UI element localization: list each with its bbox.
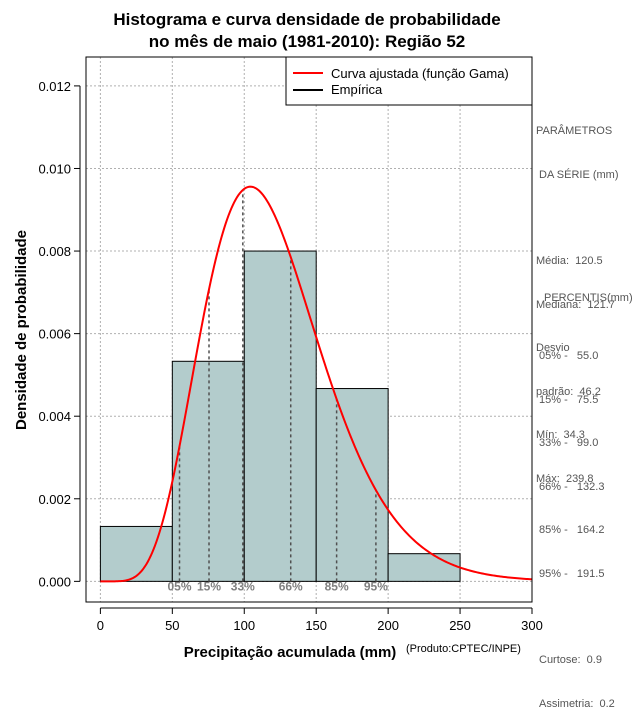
x-tick-label: 50 (165, 618, 179, 633)
stat-curtose: Curtose: 0.9 (539, 654, 602, 666)
stat-min: Mín: 34.3 (536, 429, 585, 441)
gamma-curve (100, 185, 533, 583)
y-axis-title: Densidade de probabilidade (13, 230, 30, 430)
x-axis: 0 50 100 150 200 250 300 (97, 607, 543, 633)
histogram-bar (315, 388, 389, 582)
histogram-bar (243, 250, 317, 582)
percentile-label: 33% (231, 579, 255, 593)
percentile-label: 95% (364, 579, 388, 593)
stat-media: Média: 120.5 (536, 255, 603, 267)
y-axis: 0.000 0.002 0.004 0.006 0.008 0.010 0.012 (38, 79, 81, 589)
x-axis-title: Precipitação acumulada (mm) (184, 644, 397, 660)
percentil-15: 15% - 75.5 (539, 393, 599, 406)
percentis-title: PERCENTIS(mm) (544, 292, 633, 304)
stats-title-line2: DA SÉRIE (mm) (536, 168, 619, 181)
stat-max: Máx: 239.8 (536, 472, 594, 485)
histogram-chart: Histograma e curva densidade de probabil… (13, 10, 543, 660)
percentile-label: 66% (279, 579, 303, 593)
legend-box (285, 56, 533, 106)
x-tick-label: 200 (377, 618, 399, 633)
percentile-lines (178, 190, 377, 582)
legend-label-empirica: Empírica (331, 82, 383, 97)
chart-title-line1: Histograma e curva densidade de probabil… (113, 10, 500, 29)
chart-title-line2: no mês de maio (1981-2010): Região 52 (149, 32, 466, 51)
x-tick-label: 300 (521, 618, 543, 633)
percentil-66: 66% - 132.3 (539, 480, 605, 493)
y-tick-label: 0.008 (38, 244, 71, 259)
y-tick-label: 0.002 (38, 492, 71, 507)
y-tick-label: 0.012 (38, 79, 71, 94)
histogram-bar (99, 525, 173, 582)
legend: Curva ajustada (função Gama) Empírica (285, 56, 533, 106)
y-tick-label: 0.006 (38, 327, 71, 342)
stat-padrao: padrão: 46.2 (536, 385, 601, 398)
stats-title-line1: PARÂMETROS (536, 125, 613, 137)
x-tick-label: 0 (97, 618, 104, 633)
legend-label-gamma: Curva ajustada (função Gama) (331, 66, 509, 81)
x-tick-label: 250 (449, 618, 471, 633)
y-tick-label: 0.004 (38, 409, 71, 424)
percentile-label: 85% (325, 579, 349, 593)
histogram-bar (387, 553, 461, 582)
x-tick-label: 100 (233, 618, 255, 633)
percentil-33: 33% - 99.0 (539, 437, 599, 449)
stat-desvio: Desvio (536, 342, 570, 354)
percentil-85: 85% - 164.2 (539, 524, 605, 536)
percentile-label: 15% (197, 579, 221, 593)
percentile-label: 05% (168, 579, 192, 593)
x-tick-label: 150 (305, 618, 327, 633)
percentis-panel: 05% - 55.0 15% - 75.5 33% - 99.0 66% - 1… (539, 320, 615, 726)
stats-panel: PARÂMETROS DA SÉRIE (mm) Média: 120.5 Me… (536, 95, 619, 501)
stat-mediana: Mediana: 121.7 (536, 298, 615, 311)
percentil-05: 05% - 55.0 (539, 350, 599, 362)
stat-assimetria: Assimetria: 0.2 (539, 697, 615, 710)
y-tick-label: 0.010 (38, 161, 71, 176)
credit-text: (Produto:CPTEC/INPE) (406, 643, 521, 655)
y-tick-label: 0.000 (38, 574, 71, 589)
percentile-labels: 05% 15% 33% 66% 85% 95% (168, 579, 389, 593)
percentil-95: 95% - 191.5 (539, 567, 605, 580)
